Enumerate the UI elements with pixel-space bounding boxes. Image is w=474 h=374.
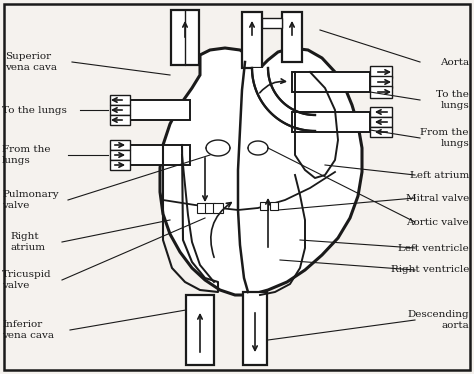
Polygon shape (262, 18, 282, 28)
Polygon shape (130, 100, 190, 120)
Text: Right ventricle: Right ventricle (391, 266, 469, 275)
Polygon shape (370, 107, 392, 117)
Polygon shape (370, 86, 392, 98)
Text: Aortic valve: Aortic valve (406, 218, 469, 227)
Text: Inferior
vena cava: Inferior vena cava (2, 320, 54, 340)
Text: To the lungs: To the lungs (2, 105, 67, 114)
Polygon shape (213, 203, 223, 213)
Polygon shape (370, 127, 392, 137)
Text: Left atrium: Left atrium (410, 171, 469, 180)
Polygon shape (186, 295, 214, 365)
Text: Mitral valve: Mitral valve (406, 193, 469, 202)
Polygon shape (252, 68, 315, 131)
Text: From the
lungs: From the lungs (2, 145, 51, 165)
Polygon shape (292, 112, 370, 132)
Polygon shape (242, 12, 262, 68)
Polygon shape (110, 95, 130, 105)
Polygon shape (110, 105, 130, 115)
Text: Tricuspid
valve: Tricuspid valve (2, 270, 52, 290)
Polygon shape (370, 117, 392, 127)
Polygon shape (282, 12, 302, 62)
Text: Descending
aorta: Descending aorta (407, 310, 469, 330)
Polygon shape (243, 292, 267, 365)
Polygon shape (197, 203, 207, 213)
Polygon shape (110, 150, 130, 160)
Polygon shape (205, 203, 215, 213)
Polygon shape (370, 66, 392, 78)
Text: Aorta: Aorta (440, 58, 469, 67)
Text: Superior
vena cava: Superior vena cava (5, 52, 57, 72)
Polygon shape (171, 10, 199, 65)
Text: Pulmonary
valve: Pulmonary valve (2, 190, 59, 210)
Polygon shape (110, 160, 130, 170)
Polygon shape (110, 115, 130, 125)
Polygon shape (370, 76, 392, 88)
Polygon shape (292, 72, 370, 92)
Polygon shape (110, 140, 130, 150)
Text: Left ventricle: Left ventricle (398, 243, 469, 252)
Polygon shape (260, 202, 268, 210)
Text: To the
lungs: To the lungs (436, 90, 469, 110)
Text: From the
lungs: From the lungs (420, 128, 469, 148)
Polygon shape (160, 48, 362, 295)
Text: Right
atrium: Right atrium (10, 232, 45, 252)
Polygon shape (130, 145, 190, 165)
Polygon shape (270, 202, 278, 210)
